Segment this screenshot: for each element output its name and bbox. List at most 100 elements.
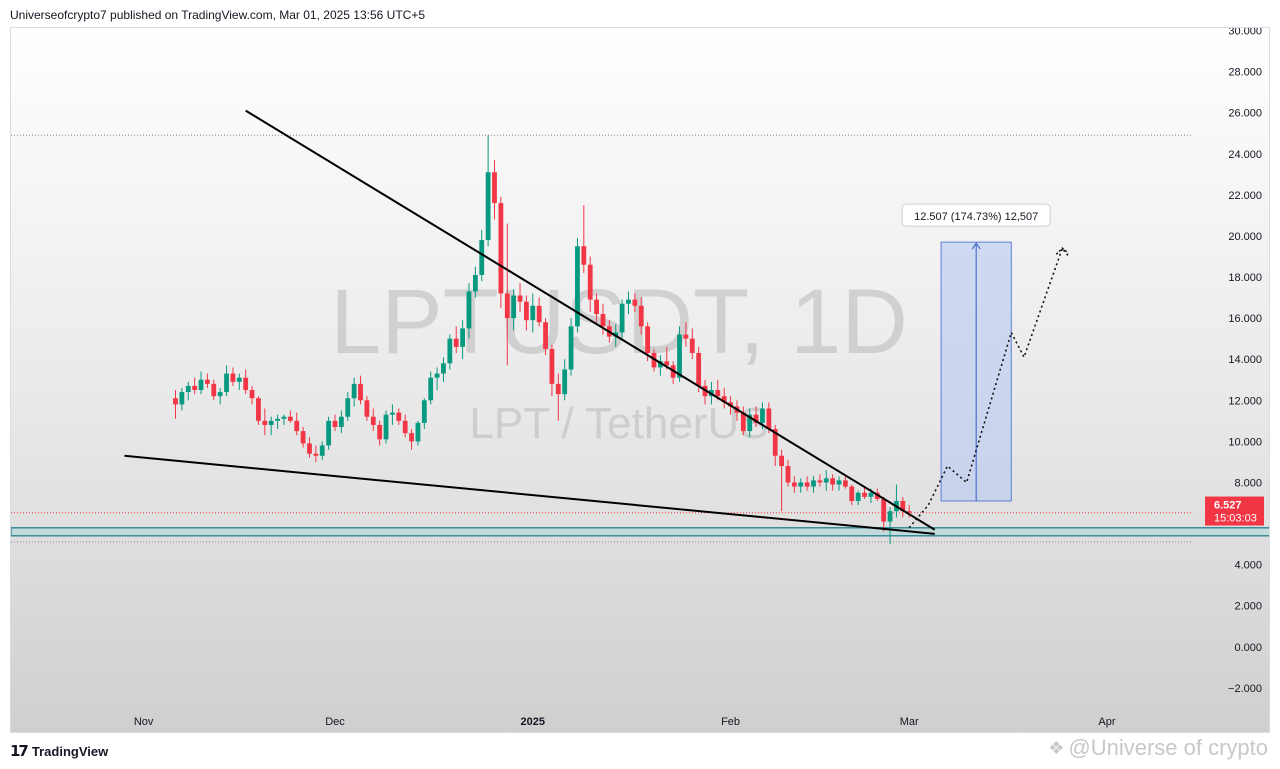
candle[interactable]: [294, 412, 300, 436]
candle[interactable]: [428, 371, 434, 405]
candle[interactable]: [549, 344, 555, 397]
drawings[interactable]: 12.507 (174.73%) 12,507: [124, 109, 1070, 535]
candle[interactable]: [377, 420, 383, 446]
candle[interactable]: [524, 295, 529, 331]
candle[interactable]: [753, 406, 759, 427]
candle[interactable]: [185, 381, 191, 401]
candle[interactable]: [677, 326, 682, 382]
candle[interactable]: [619, 299, 625, 339]
candle[interactable]: [249, 385, 255, 405]
candle[interactable]: [575, 237, 580, 333]
candle[interactable]: [434, 367, 440, 391]
candle[interactable]: [600, 303, 606, 335]
candle[interactable]: [517, 283, 523, 312]
candle[interactable]: [338, 410, 344, 434]
candle[interactable]: [785, 459, 791, 487]
candle[interactable]: [409, 429, 414, 450]
candle[interactable]: [657, 355, 663, 376]
candle[interactable]: [211, 379, 217, 401]
candle[interactable]: [543, 318, 548, 356]
candle[interactable]: [740, 406, 746, 436]
candle[interactable]: [217, 387, 223, 405]
projection-path[interactable]: [908, 246, 1070, 529]
candle[interactable]: [887, 507, 893, 545]
candle[interactable]: [230, 367, 236, 386]
candle[interactable]: [830, 474, 836, 491]
candle[interactable]: [817, 474, 823, 487]
tradingview-logo[interactable]: 17 TradingView: [10, 742, 108, 760]
candle[interactable]: [530, 293, 536, 333]
candle[interactable]: [747, 408, 753, 438]
candle[interactable]: [453, 326, 459, 354]
candle[interactable]: [472, 266, 478, 298]
candle[interactable]: [511, 289, 517, 331]
candle[interactable]: [415, 420, 421, 446]
candle[interactable]: [370, 408, 376, 432]
candle[interactable]: [275, 414, 280, 430]
candle[interactable]: [300, 426, 306, 448]
candle[interactable]: [319, 441, 325, 460]
candle[interactable]: [205, 373, 210, 388]
candle[interactable]: [804, 476, 810, 491]
candle[interactable]: [587, 256, 593, 312]
candle[interactable]: [173, 390, 178, 419]
candle[interactable]: [779, 449, 784, 512]
candle[interactable]: [721, 387, 727, 409]
candle[interactable]: [498, 196, 504, 308]
candle[interactable]: [332, 414, 338, 432]
candle[interactable]: [594, 293, 599, 323]
candle[interactable]: [192, 377, 198, 395]
candle[interactable]: [256, 396, 261, 425]
candle[interactable]: [364, 396, 370, 421]
candle[interactable]: [791, 476, 797, 493]
candle[interactable]: [383, 410, 389, 444]
candle[interactable]: [447, 334, 453, 370]
candle[interactable]: [345, 392, 351, 421]
candle[interactable]: [485, 135, 491, 247]
support-band[interactable]: [11, 527, 1270, 537]
candle[interactable]: [262, 408, 268, 436]
candle[interactable]: [224, 365, 229, 397]
candle[interactable]: [466, 283, 472, 339]
candle[interactable]: [402, 414, 408, 438]
candle[interactable]: [243, 369, 249, 395]
candle[interactable]: [689, 328, 695, 360]
candle[interactable]: [836, 476, 842, 491]
chart-area[interactable]: LPTUSDT, 1D LPT / TetherUS 12.507 (174.73…: [10, 27, 1270, 733]
candle[interactable]: [626, 291, 631, 315]
candle[interactable]: [798, 478, 804, 493]
candle[interactable]: [396, 408, 402, 425]
candle[interactable]: [638, 297, 644, 335]
candle[interactable]: [568, 318, 574, 376]
candle[interactable]: [179, 387, 185, 411]
candle[interactable]: [390, 404, 395, 425]
candle[interactable]: [236, 373, 242, 391]
candle[interactable]: [198, 371, 204, 395]
candle[interactable]: [504, 223, 510, 366]
candle[interactable]: [581, 205, 587, 273]
candle[interactable]: [862, 486, 867, 499]
candles[interactable]: [173, 135, 912, 545]
candle[interactable]: [351, 377, 357, 407]
candle[interactable]: [268, 416, 274, 436]
candle[interactable]: [632, 293, 638, 312]
candle[interactable]: [855, 490, 861, 506]
candle[interactable]: [421, 398, 427, 430]
candle[interactable]: [823, 470, 829, 491]
candle[interactable]: [287, 410, 293, 423]
candle[interactable]: [900, 496, 906, 518]
candle[interactable]: [281, 414, 287, 425]
candle[interactable]: [492, 159, 497, 220]
candle[interactable]: [313, 445, 319, 462]
candle[interactable]: [881, 496, 887, 532]
candle[interactable]: [307, 437, 312, 458]
trendline-upper-resistance[interactable]: [245, 109, 936, 531]
candle[interactable]: [683, 322, 689, 347]
candle[interactable]: [555, 373, 561, 421]
candle[interactable]: [696, 346, 702, 393]
candle[interactable]: [441, 357, 446, 382]
candle[interactable]: [536, 297, 542, 327]
candle[interactable]: [479, 229, 485, 282]
candle[interactable]: [460, 320, 465, 360]
